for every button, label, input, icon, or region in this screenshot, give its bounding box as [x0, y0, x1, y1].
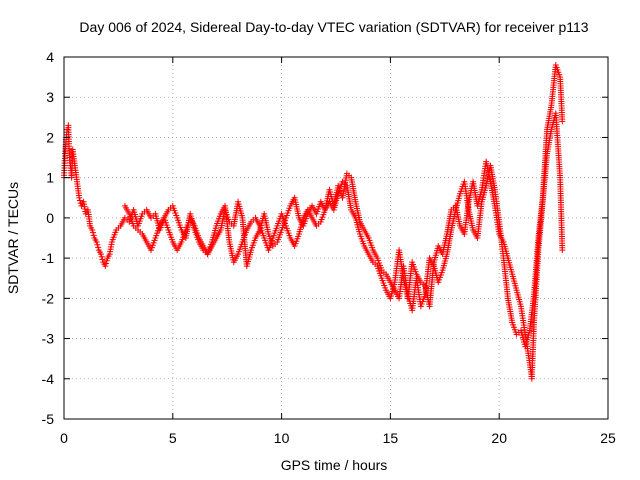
y-tick-label: 3 [46, 89, 54, 105]
chart-title: Day 006 of 2024, Sidereal Day-to-day VTE… [79, 19, 588, 35]
data-point-interp [103, 260, 110, 267]
data-point-interp [103, 257, 110, 264]
y-tick-label: 1 [46, 170, 54, 186]
data-point [89, 226, 96, 233]
x-tick-label: 0 [60, 430, 68, 446]
series-SDTVAR [61, 62, 566, 350]
x-tick-label: 15 [383, 430, 399, 446]
data-point-interp [90, 229, 97, 236]
data-point [97, 251, 104, 258]
data-point-interp [94, 241, 101, 248]
x-tick-label: 20 [491, 430, 507, 446]
data-point [102, 263, 109, 270]
data-point [559, 118, 566, 125]
y-tick-label: 0 [46, 210, 54, 226]
data-point-interp [99, 256, 106, 263]
data-point [559, 247, 566, 254]
ticks: 0 5 10 15 20 25 -5 -4 -3 -2 -1 0 1 2 3 4 [42, 49, 616, 446]
data-point [76, 194, 83, 201]
data-series [61, 62, 566, 382]
y-tick-label: -2 [42, 290, 55, 306]
data-point-interp [98, 253, 105, 260]
y-tick-label: -5 [42, 411, 55, 427]
data-point-interp [95, 244, 102, 251]
x-tick-label: 10 [274, 430, 290, 446]
y-tick-label: -3 [42, 331, 55, 347]
series-SDTVAR-2 [121, 110, 566, 382]
data-point-interp [90, 232, 97, 239]
x-tick-label: 25 [600, 430, 616, 446]
y-tick-label: -1 [42, 250, 55, 266]
y-tick-label: -4 [42, 371, 55, 387]
data-point-interp [76, 197, 83, 204]
grid [64, 57, 608, 419]
y-tick-label: 4 [46, 49, 54, 65]
plot-frame [63, 56, 609, 420]
x-axis-label: GPS time / hours [281, 457, 388, 473]
data-point [93, 239, 100, 246]
y-tick-label: 2 [46, 129, 54, 145]
y-axis-label: SDTVAR / TECUs [5, 182, 21, 294]
x-tick-label: 5 [169, 430, 177, 446]
